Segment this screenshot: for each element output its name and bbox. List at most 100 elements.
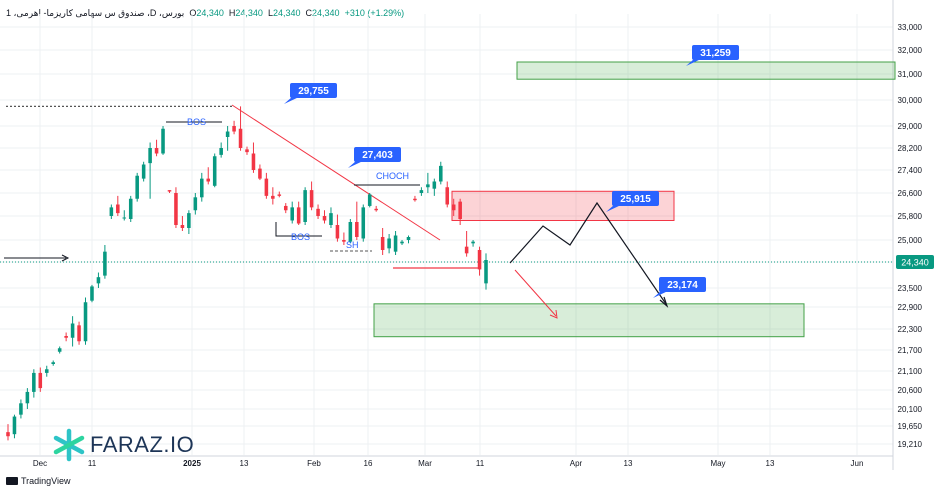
candle — [374, 205, 378, 212]
candle — [245, 146, 249, 155]
price-callout-0: 29,755 — [284, 83, 337, 104]
brand-name: FARAZ.IO — [90, 432, 195, 457]
candle — [193, 193, 198, 215]
candle — [367, 193, 372, 208]
candle — [219, 142, 223, 158]
candle — [135, 172, 139, 202]
x-tick-label: 2025 — [183, 459, 201, 468]
candle — [12, 414, 17, 439]
candle — [251, 142, 256, 173]
left-arrow-head — [61, 254, 70, 262]
candle — [96, 272, 101, 288]
x-tick-label: 13 — [240, 459, 249, 468]
candle — [19, 399, 23, 419]
candle — [484, 253, 488, 290]
candle — [464, 231, 469, 257]
candle — [387, 234, 391, 254]
y-tick-label: 28,200 — [898, 144, 923, 153]
candle — [283, 203, 288, 214]
candle — [154, 139, 159, 157]
candle — [445, 181, 450, 208]
candle — [90, 284, 94, 303]
candle — [322, 210, 327, 224]
symbol-title: 1 ،صندوق س سهامی کاریزما- اهرمی ،D ،بورس — [6, 8, 185, 18]
candle — [6, 424, 10, 441]
y-tick-label: 21,700 — [898, 346, 923, 355]
y-tick-label: 25,800 — [898, 212, 923, 221]
x-tick-label: Jun — [851, 459, 864, 468]
candle — [451, 198, 456, 216]
candle — [109, 204, 114, 219]
x-tick-label: Feb — [307, 459, 321, 468]
candle — [348, 219, 353, 244]
price-callout-3: 25,915 — [606, 191, 659, 212]
demand-zone-1 — [516, 61, 896, 80]
candle — [393, 231, 398, 255]
candle — [103, 245, 107, 279]
svg-text:29,755: 29,755 — [298, 86, 329, 97]
y-tick-label: 25,000 — [898, 236, 923, 245]
chart-header: 1 ،صندوق س سهامی کاریزما- اهرمی ،D ،بورس… — [6, 8, 404, 19]
ohlc-low: L24,340 — [267, 8, 301, 18]
candle — [380, 228, 385, 255]
candle — [232, 120, 236, 135]
candle — [277, 191, 282, 198]
candle — [128, 195, 133, 222]
candle — [70, 316, 75, 347]
price-callout-1: 27,403 — [348, 147, 401, 168]
candle — [212, 153, 217, 188]
candle — [51, 360, 55, 366]
x-tick-label: 13 — [624, 459, 633, 468]
candle — [64, 332, 68, 342]
candle — [148, 142, 152, 199]
svg-text:23,174: 23,174 — [667, 280, 698, 291]
candle — [471, 240, 475, 247]
candle — [83, 297, 88, 345]
candle — [329, 207, 333, 228]
candle — [141, 161, 146, 182]
candle — [44, 365, 49, 377]
candle — [303, 187, 307, 225]
candle — [174, 187, 178, 228]
text-label-3: SH — [346, 240, 359, 250]
faraz-mark-icon — [53, 428, 85, 462]
candle — [439, 161, 443, 185]
y-axis: 33,000 32,000 31,000 30,000 29,000 28,200 27,4… — [896, 23, 934, 449]
x-tick-label: Mar — [418, 459, 432, 468]
text-label-2: BOS — [291, 232, 310, 242]
bos-line-2 — [275, 222, 322, 237]
trend-line — [231, 104, 441, 241]
ohlc-open: O24,340 — [189, 8, 224, 18]
candle — [400, 240, 404, 245]
y-tick-label: 24,340 — [901, 258, 929, 268]
candle — [361, 204, 366, 242]
candle — [316, 204, 320, 219]
x-tick-label: 11 — [476, 459, 485, 468]
candle — [264, 172, 269, 199]
y-tick-label: 26,600 — [898, 189, 923, 198]
faraz-logo: FARAZ.IO — [52, 428, 194, 462]
candle — [180, 216, 185, 231]
zones — [373, 61, 896, 338]
candle — [225, 126, 230, 151]
tradingview-icon — [6, 477, 18, 485]
candle — [187, 210, 191, 234]
candle — [77, 321, 81, 345]
candle — [335, 214, 340, 242]
x-tick-label: Dec — [33, 459, 47, 468]
y-tick-label: 19,210 — [898, 440, 923, 449]
projection-arrowhead — [659, 296, 669, 308]
y-tick-label: 22,900 — [898, 303, 923, 312]
price-change: +310 (+1.29%) — [344, 8, 405, 18]
tradingview-footer: TradingView — [6, 476, 71, 486]
y-tick-label: 23,500 — [898, 284, 923, 293]
x-tick-label: Apr — [570, 459, 583, 468]
candle — [122, 210, 127, 221]
candle — [406, 235, 411, 244]
candle — [477, 246, 482, 276]
candle — [57, 346, 62, 354]
text-label-0: BOS — [187, 117, 206, 127]
svg-text:25,915: 25,915 — [620, 194, 651, 205]
candle — [296, 201, 301, 225]
